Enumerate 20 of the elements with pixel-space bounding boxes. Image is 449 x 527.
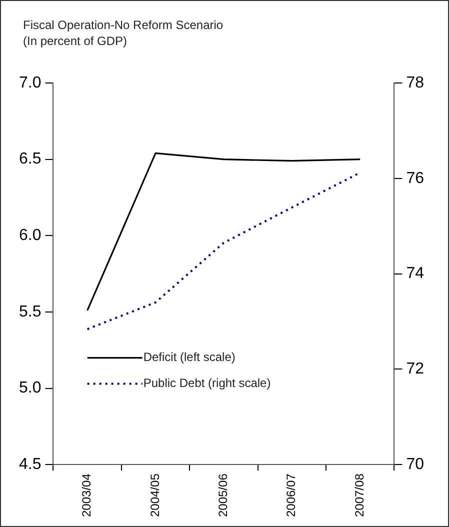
y2-tick-label: 74 [406,265,424,282]
y-tick-label: 7.0 [18,74,42,92]
chart-subtitle: (In percent of GDP) [23,33,128,49]
x-tick-label: 2006/07 [284,473,298,518]
y2-tick-label: 76 [406,170,424,187]
y-tick-label: 6.0 [18,227,42,244]
y2-tick-label: 78 [406,74,424,92]
y2-tick-label: 72 [406,360,424,378]
legend-label: Deficit (left scale) [143,350,236,364]
legend-label: Public Debt (right scale) [143,376,271,390]
y-tick-label: 6.5 [18,150,42,168]
x-tick-label: 2007/08 [352,473,366,518]
chart-title: Fiscal Operation-No Reform Scenario [23,17,224,33]
y-tick-label: 5.5 [18,303,42,320]
y-tick-label: 5.0 [18,380,42,397]
y-tick-label: 4.5 [18,456,42,474]
x-tick-label: 2003/04 [80,473,94,518]
x-tick-label: 2004/05 [148,473,162,518]
x-tick-label: 2005/06 [216,473,230,518]
y2-tick-label: 70 [406,456,424,474]
